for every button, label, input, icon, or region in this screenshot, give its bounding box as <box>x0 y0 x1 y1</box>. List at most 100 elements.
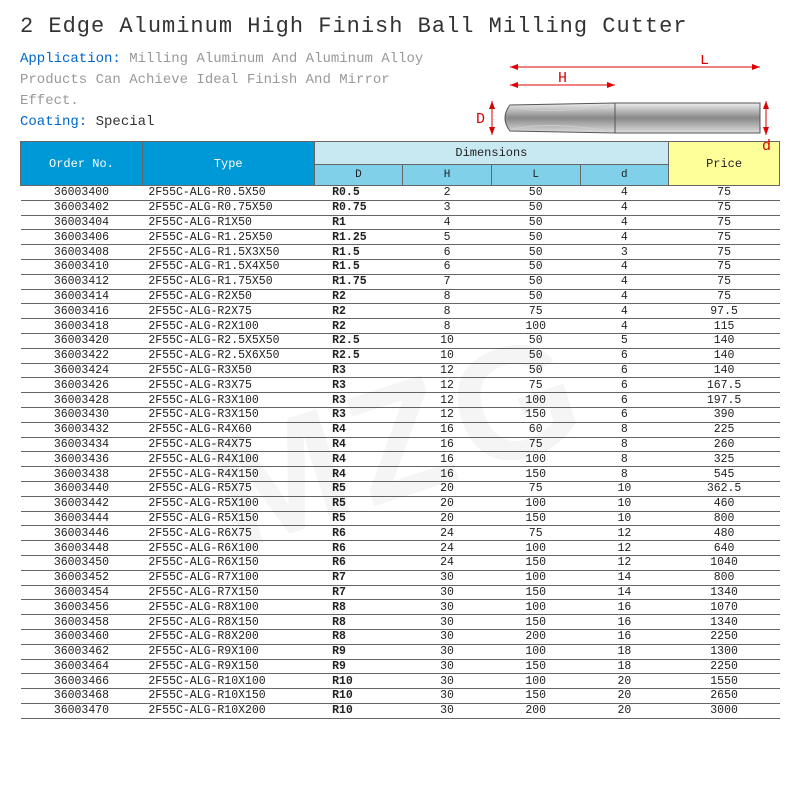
cell-D: R3 <box>314 363 403 378</box>
cell-d: 14 <box>580 585 669 600</box>
cell-L: 150 <box>491 659 580 674</box>
cell-D: R10 <box>314 689 403 704</box>
cell-H: 4 <box>403 215 492 230</box>
cell-D: R0.5 <box>314 186 403 201</box>
cell-d: 20 <box>580 674 669 689</box>
cell-L: 75 <box>491 304 580 319</box>
table-row: 360034122F55C-ALG-R1.75X50R1.75750475 <box>21 274 780 289</box>
cell-H: 12 <box>403 407 492 422</box>
cell-d: 8 <box>580 422 669 437</box>
cell-H: 6 <box>403 259 492 274</box>
cell-d: 14 <box>580 570 669 585</box>
cell-price: 1550 <box>669 674 780 689</box>
cell-D: R1.5 <box>314 245 403 260</box>
table-row: 360034062F55C-ALG-R1.25X50R1.25550475 <box>21 230 780 245</box>
cell-price: 167.5 <box>669 378 780 393</box>
cell-D: R3 <box>314 378 403 393</box>
cell-L: 100 <box>491 496 580 511</box>
table-row: 360034642F55C-ALG-R9X150R930150182250 <box>21 659 780 674</box>
cell-price: 140 <box>669 333 780 348</box>
cell-D: R8 <box>314 629 403 644</box>
cell-price: 75 <box>669 200 780 215</box>
cell-H: 8 <box>403 289 492 304</box>
cell-L: 150 <box>491 407 580 422</box>
cell-order: 36003430 <box>21 407 143 422</box>
cell-type: 2F55C-ALG-R3X75 <box>142 378 314 393</box>
cell-type: 2F55C-ALG-R9X100 <box>142 644 314 659</box>
cell-H: 8 <box>403 304 492 319</box>
table-row: 360034422F55C-ALG-R5X100R52010010460 <box>21 496 780 511</box>
cell-order: 36003402 <box>21 200 143 215</box>
cell-type: 2F55C-ALG-R0.5X50 <box>142 186 314 201</box>
cell-d: 8 <box>580 467 669 482</box>
cell-L: 50 <box>491 215 580 230</box>
cell-price: 197.5 <box>669 393 780 408</box>
cell-price: 800 <box>669 570 780 585</box>
cell-H: 24 <box>403 526 492 541</box>
cell-type: 2F55C-ALG-R4X75 <box>142 437 314 452</box>
cell-L: 50 <box>491 333 580 348</box>
table-row: 360034622F55C-ALG-R9X100R930100181300 <box>21 644 780 659</box>
cell-order: 36003444 <box>21 511 143 526</box>
cell-type: 2F55C-ALG-R10X150 <box>142 689 314 704</box>
cell-type: 2F55C-ALG-R8X200 <box>142 629 314 644</box>
table-row: 360034502F55C-ALG-R6X150R624150121040 <box>21 555 780 570</box>
cell-order: 36003436 <box>21 452 143 467</box>
table-row: 360034602F55C-ALG-R8X200R830200162250 <box>21 629 780 644</box>
table-row: 360034242F55C-ALG-R3X50R312506140 <box>21 363 780 378</box>
cell-type: 2F55C-ALG-R10X100 <box>142 674 314 689</box>
cell-order: 36003434 <box>21 437 143 452</box>
cell-order: 36003464 <box>21 659 143 674</box>
cell-d: 18 <box>580 659 669 674</box>
cell-H: 30 <box>403 674 492 689</box>
cell-D: R2 <box>314 289 403 304</box>
cell-type: 2F55C-ALG-R3X100 <box>142 393 314 408</box>
cell-type: 2F55C-ALG-R7X150 <box>142 585 314 600</box>
cell-H: 20 <box>403 511 492 526</box>
coating-value: Special <box>96 114 155 130</box>
cell-D: R5 <box>314 511 403 526</box>
cell-d: 10 <box>580 481 669 496</box>
col-D: D <box>314 165 403 186</box>
cell-H: 2 <box>403 186 492 201</box>
cell-order: 36003438 <box>21 467 143 482</box>
table-row: 360034382F55C-ALG-R4X150R4161508545 <box>21 467 780 482</box>
cell-L: 150 <box>491 467 580 482</box>
cell-D: R1.5 <box>314 259 403 274</box>
cell-d: 16 <box>580 629 669 644</box>
cell-d: 6 <box>580 348 669 363</box>
table-row: 360034522F55C-ALG-R7X100R73010014800 <box>21 570 780 585</box>
cell-H: 20 <box>403 481 492 496</box>
cell-price: 97.5 <box>669 304 780 319</box>
table-row: 360034222F55C-ALG-R2.5X6X50R2.510506140 <box>21 348 780 363</box>
cell-D: R9 <box>314 644 403 659</box>
table-row: 360034262F55C-ALG-R3X75R312756167.5 <box>21 378 780 393</box>
cell-D: R7 <box>314 585 403 600</box>
cell-price: 460 <box>669 496 780 511</box>
cell-price: 1340 <box>669 615 780 630</box>
cell-H: 30 <box>403 659 492 674</box>
cell-D: R1 <box>314 215 403 230</box>
cell-H: 10 <box>403 333 492 348</box>
cell-type: 2F55C-ALG-R1.25X50 <box>142 230 314 245</box>
cell-d: 16 <box>580 615 669 630</box>
table-row: 360034102F55C-ALG-R1.5X4X50R1.5650475 <box>21 259 780 274</box>
cell-H: 5 <box>403 230 492 245</box>
cell-order: 36003416 <box>21 304 143 319</box>
cell-L: 200 <box>491 703 580 718</box>
cell-L: 100 <box>491 600 580 615</box>
cell-d: 4 <box>580 259 669 274</box>
page-title: 2 Edge Aluminum High Finish Ball Milling… <box>20 14 780 39</box>
table-row: 360034442F55C-ALG-R5X150R52015010800 <box>21 511 780 526</box>
cell-d: 20 <box>580 703 669 718</box>
cell-type: 2F55C-ALG-R1.5X3X50 <box>142 245 314 260</box>
cell-H: 16 <box>403 467 492 482</box>
cell-type: 2F55C-ALG-R10X200 <box>142 703 314 718</box>
cell-d: 6 <box>580 393 669 408</box>
cell-d: 4 <box>580 274 669 289</box>
cell-price: 260 <box>669 437 780 452</box>
cell-order: 36003400 <box>21 186 143 201</box>
cell-order: 36003470 <box>21 703 143 718</box>
cell-order: 36003450 <box>21 555 143 570</box>
cell-order: 36003458 <box>21 615 143 630</box>
